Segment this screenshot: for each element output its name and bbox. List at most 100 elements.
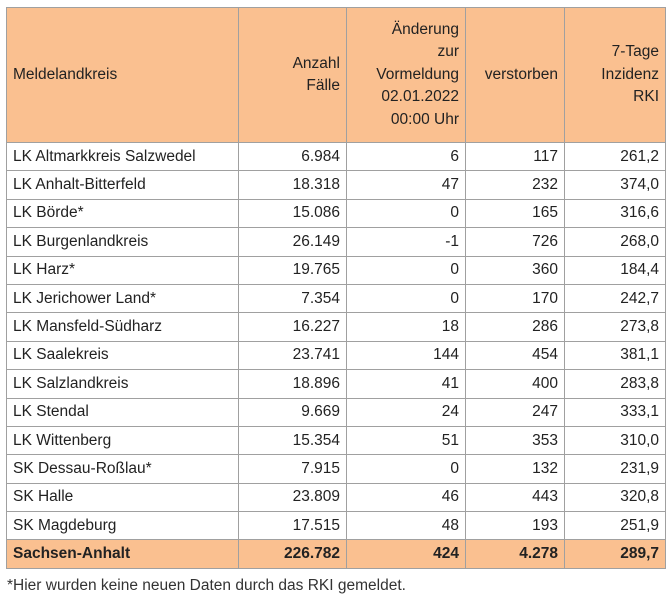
cases-cell: 23.741 xyxy=(238,340,347,371)
deaths-cell: 117 xyxy=(465,141,565,172)
deaths-cell: 232 xyxy=(465,170,565,200)
change-cell: -1 xyxy=(346,227,466,257)
incidence-cell: 374,0 xyxy=(564,170,666,200)
covid-cases-table: Meldelandkreis Anzahl Fälle Änderung zur Vorm… xyxy=(6,7,666,569)
district-cell: LK Wittenberg xyxy=(6,425,239,456)
incidence-cell: 310,0 xyxy=(564,425,666,456)
header-line: zur xyxy=(437,43,459,61)
cases-cell: 7.354 xyxy=(238,283,347,314)
deaths-cell: 454 xyxy=(465,340,565,371)
incidence-cell: 320,8 xyxy=(564,482,666,513)
header-line: 00:00 Uhr xyxy=(390,110,459,128)
incidence-cell: 251,9 xyxy=(564,511,666,541)
cases-cell: 16.227 xyxy=(238,312,347,342)
cases-cell: 17.515 xyxy=(238,511,347,541)
incidence-cell: 184,4 xyxy=(564,255,666,285)
table-row: SK Dessau-Roßlau* 7.915 0 132 231,9 xyxy=(6,454,666,484)
header-row: Meldelandkreis Anzahl Fälle Änderung zur Vorm… xyxy=(6,7,666,143)
deaths-cell: 132 xyxy=(465,454,565,484)
deaths-cell: 193 xyxy=(465,511,565,541)
district-cell: SK Magdeburg xyxy=(6,511,239,541)
change-cell: 0 xyxy=(346,283,466,314)
table-row: LK Jerichower Land* 7.354 0 170 242,7 xyxy=(6,283,666,314)
deaths-cell: 360 xyxy=(465,255,565,285)
header-line: verstorben xyxy=(484,65,558,83)
district-cell: SK Dessau-Roßlau* xyxy=(6,454,239,484)
cases-cell: 15.354 xyxy=(238,425,347,456)
incidence-cell: 231,9 xyxy=(564,454,666,484)
header-line: 7-Tage xyxy=(611,43,659,61)
district-cell: LK Harz* xyxy=(6,255,239,285)
district-cell: LK Altmarkkreis Salzwedel xyxy=(6,141,239,172)
incidence-cell: 273,8 xyxy=(564,312,666,342)
header-line: Inzidenz xyxy=(601,65,659,83)
incidence-cell: 289,7 xyxy=(564,539,666,569)
incidence-cell: 283,8 xyxy=(564,369,666,399)
district-cell: LK Stendal xyxy=(6,397,239,427)
header-line: 02.01.2022 xyxy=(381,88,459,106)
deaths-cell: 286 xyxy=(465,312,565,342)
header-deaths: verstorben xyxy=(465,7,565,143)
district-cell: LK Anhalt-Bitterfeld xyxy=(6,170,239,200)
header-line: Fälle xyxy=(306,77,340,94)
deaths-cell: 353 xyxy=(465,425,565,456)
deaths-cell: 726 xyxy=(465,227,565,257)
header-line: Vormeldung xyxy=(376,65,459,83)
incidence-cell: 316,6 xyxy=(564,198,666,229)
header-line: RKI xyxy=(633,88,659,106)
cases-cell: 15.086 xyxy=(238,198,347,229)
district-cell: LK Salzlandkreis xyxy=(6,369,239,399)
footnote: *Hier wurden keine neuen Daten durch das… xyxy=(7,577,406,594)
incidence-cell: 381,1 xyxy=(564,340,666,371)
cases-cell: 9.669 xyxy=(238,397,347,427)
table-row: LK Wittenberg 15.354 51 353 310,0 xyxy=(6,425,666,456)
deaths-cell: 400 xyxy=(465,369,565,399)
header-line: Änderung xyxy=(391,20,459,38)
table-row: SK Halle 23.809 46 443 320,8 xyxy=(6,482,666,513)
district-cell: LK Börde* xyxy=(6,198,239,229)
deaths-cell: 165 xyxy=(465,198,565,229)
cases-cell: 19.765 xyxy=(238,255,347,285)
table-row: LK Saalekreis 23.741 144 454 381,1 xyxy=(6,340,666,371)
header-line: Anzahl xyxy=(292,54,340,72)
district-cell: LK Mansfeld-Südharz xyxy=(6,312,239,342)
table-body: LK Altmarkkreis Salzwedel 6.984 6 117 261,2 L… xyxy=(6,141,666,569)
change-cell: 46 xyxy=(346,482,466,513)
table-row: LK Harz* 19.765 0 360 184,4 xyxy=(6,255,666,285)
total-row: Sachsen-Anhalt 226.782 424 4.278 289,7 xyxy=(6,539,666,569)
change-cell: 0 xyxy=(346,454,466,484)
deaths-cell: 443 xyxy=(465,482,565,513)
table-row: LK Mansfeld-Südharz 16.227 18 286 273,8 xyxy=(6,312,666,342)
change-cell: 24 xyxy=(346,397,466,427)
cases-cell: 6.984 xyxy=(238,141,347,172)
header-change: Änderung zur Vormeldung 02.01.2022 00:00 Uhr xyxy=(346,7,466,143)
change-cell: 144 xyxy=(346,340,466,371)
change-cell: 6 xyxy=(346,141,466,172)
table-row: LK Börde* 15.086 0 165 316,6 xyxy=(6,198,666,229)
table-row: LK Salzlandkreis 18.896 41 400 283,8 xyxy=(6,369,666,399)
change-cell: 18 xyxy=(346,312,466,342)
cases-cell: 18.318 xyxy=(238,170,347,200)
cases-cell: 18.896 xyxy=(238,369,347,399)
change-cell: 48 xyxy=(346,511,466,541)
district-cell: LK Saalekreis xyxy=(6,340,239,371)
change-cell: 51 xyxy=(346,425,466,456)
change-cell: 0 xyxy=(346,198,466,229)
district-cell: Sachsen-Anhalt xyxy=(6,539,239,569)
cases-cell: 23.809 xyxy=(238,482,347,513)
table-row: LK Burgenlandkreis 26.149 -1 726 268,0 xyxy=(6,227,666,257)
change-cell: 41 xyxy=(346,369,466,399)
change-cell: 424 xyxy=(346,539,466,569)
table-row: LK Altmarkkreis Salzwedel 6.984 6 117 261,2 xyxy=(6,141,666,172)
header-district: Meldelandkreis xyxy=(6,7,239,143)
incidence-cell: 333,1 xyxy=(564,397,666,427)
change-cell: 47 xyxy=(346,170,466,200)
incidence-cell: 242,7 xyxy=(564,283,666,314)
incidence-cell: 261,2 xyxy=(564,141,666,172)
header-line: Meldelandkreis xyxy=(13,65,118,83)
header-incidence: 7-Tage Inzidenz RKI xyxy=(564,7,666,143)
district-cell: LK Burgenlandkreis xyxy=(6,227,239,257)
deaths-cell: 4.278 xyxy=(465,539,565,569)
cases-cell: 7.915 xyxy=(238,454,347,484)
